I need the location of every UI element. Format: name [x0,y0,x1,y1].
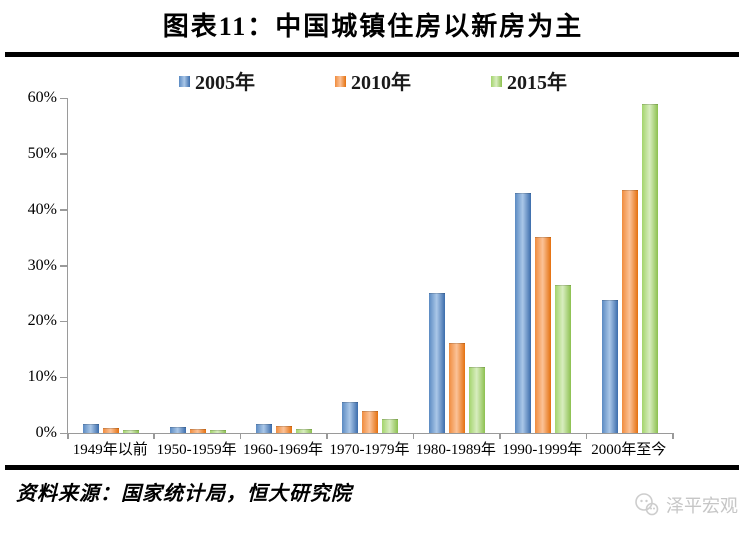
x-axis-tick [67,433,69,439]
bar-group-4 [327,98,413,433]
y-axis-tick-label: 10% [27,368,57,386]
top-divider [5,52,739,57]
y-axis-tick-label: 0% [35,424,57,441]
bar-series-3-cat-3 [296,428,313,433]
x-axis-label-1: 1949年以前 [72,442,148,458]
y-axis-tick [60,153,67,155]
bar-series-1-cat-3 [256,424,273,433]
y-axis-tick [60,265,67,267]
y-axis-tick [60,320,67,323]
x-axis-tick [672,433,674,439]
x-axis-label-3: 1960-1969年 [243,442,324,458]
x-axis-label-4: 1970-1979年 [329,442,410,458]
bar-group-1 [68,98,154,433]
bar-series-2-cat-7 [621,190,638,433]
bar-series-2-cat-5 [448,342,465,433]
bar-series-1-cat-2 [169,426,186,433]
bar-series-2-cat-3 [276,426,293,433]
bar-series-2-cat-6 [535,236,552,433]
x-axis-label-5: 1980-1989年 [415,442,496,458]
bottom-divider [5,465,739,470]
watermark-text: 泽平宏观 [666,496,738,516]
x-axis-tick [239,433,242,439]
bar-series-2-cat-1 [103,427,120,433]
y-axis-tick [60,376,67,379]
x-axis-tick [499,433,501,439]
bar-series-3-cat-6 [555,285,572,433]
y-axis-tick [60,432,67,434]
plot-area: 0% 10% 20% 30% 40% 50% 60% [28,89,674,441]
bar-series-3-cat-7 [641,103,658,433]
y-axis-tick [60,97,67,99]
legend-label: 2015年 [507,72,567,94]
bar-series-3-cat-1 [123,429,140,433]
y-axis-tick-label: 40% [27,200,57,218]
y-axis-tick-label: 60% [27,89,57,106]
bar-series-1-cat-4 [342,402,359,433]
legend-label: 2010年 [351,72,411,94]
legend-item-3: 2015年 [491,66,567,95]
bar-group-6 [500,98,586,433]
x-axis-tick [153,433,155,439]
x-axis-tick [585,433,588,439]
x-axis-tick [412,433,415,439]
bar-group-7 [587,98,673,433]
bar-series-2-cat-4 [362,411,379,433]
bar-series-1-cat-7 [601,300,618,433]
zeping-macro-logo-icon [633,492,663,518]
bar-group-3 [241,98,327,433]
source-note: 资料来源：国家统计局，恒大研究院 [16,483,352,505]
bar-series-1-cat-1 [83,423,100,433]
watermark: 泽平宏观 [633,492,738,518]
legend-item-2: 2010年 [335,66,411,95]
x-axis-tick [326,433,328,439]
y-axis-tick-label: 30% [27,256,57,274]
chart-title: 图表11：中国城镇住房以新房为主 [162,12,584,41]
x-axis-label-7: 2000年至今 [591,442,667,458]
y-axis-tick-label: 50% [27,144,57,162]
legend-item-1: 2005年 [179,66,255,95]
legend-marker-icon [179,76,190,87]
legend-marker-icon [491,76,502,87]
legend: 2005年 2010年 2015年 [0,66,746,95]
y-axis-tick [60,209,67,211]
bar-series-2-cat-2 [189,428,206,433]
x-axis-label-2: 1950-1959年 [156,442,237,458]
x-axis-labels: 1949年以前 1950-1959年 1960-1969年 1970-1979年 198… [67,438,672,459]
legend-marker-icon [335,76,346,87]
bar-series-3-cat-2 [209,430,226,433]
bar-series-3-cat-5 [468,366,485,433]
x-axis-label-6: 1990-1999年 [502,442,583,458]
bar-series-1-cat-5 [428,292,445,433]
bar-group-5 [414,98,500,433]
legend-label: 2005年 [195,72,255,94]
bar-series-1-cat-6 [515,193,532,433]
y-axis-tick-label: 20% [27,312,57,330]
bar-group-2 [154,98,240,433]
bar-series-3-cat-4 [382,418,399,433]
